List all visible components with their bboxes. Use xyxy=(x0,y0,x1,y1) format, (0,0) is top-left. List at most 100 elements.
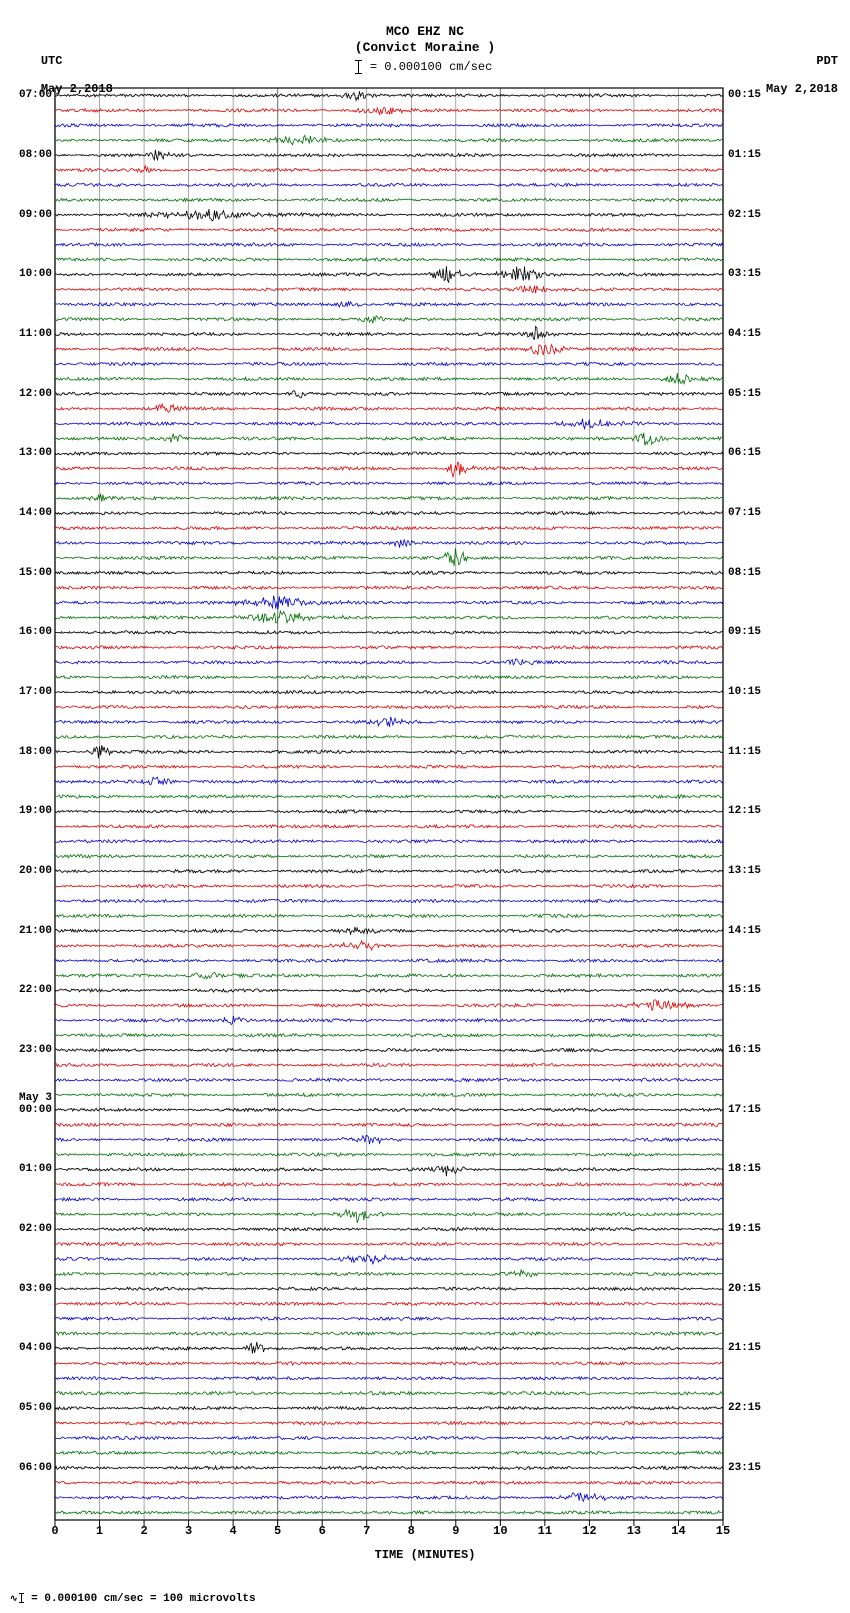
utc-hour-label: 03:00 xyxy=(12,1283,52,1295)
seismic-trace xyxy=(55,1342,723,1354)
seismic-trace xyxy=(55,326,723,339)
pdt-hour-label: 23:15 xyxy=(728,1462,761,1474)
x-tick: 10 xyxy=(485,1524,515,1538)
pdt-hour-label: 02:15 xyxy=(728,209,761,221)
station-location: (Convict Moraine ) xyxy=(0,40,850,56)
seismic-trace xyxy=(55,404,723,412)
seismic-trace xyxy=(55,135,723,144)
utc-hour-label: 05:00 xyxy=(12,1402,52,1414)
pdt-hour-label: 00:15 xyxy=(728,89,761,101)
seismic-trace xyxy=(55,705,723,708)
seismic-trace xyxy=(55,795,723,798)
utc-hour-label: 23:00 xyxy=(12,1044,52,1056)
x-tick: 0 xyxy=(40,1524,70,1538)
x-tick: 2 xyxy=(129,1524,159,1538)
seismic-trace xyxy=(55,150,723,160)
seismic-trace xyxy=(55,1392,723,1395)
seismic-trace xyxy=(55,1166,723,1176)
seismic-trace xyxy=(55,611,723,623)
seismic-trace xyxy=(55,1269,723,1277)
utc-hour-label: 15:00 xyxy=(12,567,52,579)
seismic-trace xyxy=(55,1317,723,1320)
seismic-trace xyxy=(55,1198,723,1201)
seismic-trace xyxy=(55,972,723,978)
seismic-trace xyxy=(55,391,723,398)
amplitude-scale-legend: = 0.000100 cm/sec xyxy=(0,60,850,74)
seismic-trace xyxy=(55,586,723,589)
seismic-trace xyxy=(55,1255,723,1264)
x-tick: 4 xyxy=(218,1524,248,1538)
seismic-trace xyxy=(55,596,723,610)
seismic-trace xyxy=(55,1377,723,1380)
seismic-trace xyxy=(55,1093,723,1096)
seismic-trace xyxy=(55,1242,723,1245)
utc-hour-label: 13:00 xyxy=(12,447,52,459)
seismic-trace xyxy=(55,548,723,566)
utc-hour-label: 07:00 xyxy=(12,89,52,101)
pdt-hour-label: 12:15 xyxy=(728,805,761,817)
pdt-hour-label: 14:15 xyxy=(728,925,761,937)
pdt-hour-label: 18:15 xyxy=(728,1163,761,1175)
seismic-trace xyxy=(55,1034,723,1037)
pdt-hour-label: 20:15 xyxy=(728,1283,761,1295)
pdt-hour-label: 16:15 xyxy=(728,1044,761,1056)
utc-hour-label: 11:00 xyxy=(12,328,52,340)
seismic-trace xyxy=(55,302,723,307)
x-tick: 5 xyxy=(263,1524,293,1538)
pdt-hour-label: 22:15 xyxy=(728,1402,761,1414)
scale-bar-icon xyxy=(358,60,359,74)
seismic-trace xyxy=(55,1362,723,1365)
seismogram-svg xyxy=(55,88,723,1520)
seismic-trace xyxy=(55,1210,723,1223)
seismic-trace xyxy=(55,884,723,887)
seismic-trace xyxy=(55,198,723,201)
seismic-trace xyxy=(55,258,723,261)
seismic-trace xyxy=(55,1078,723,1081)
scale-text: = 0.000100 cm/sec xyxy=(370,60,492,74)
seismic-trace xyxy=(55,286,723,294)
utc-hour-label: 01:00 xyxy=(12,1163,52,1175)
pdt-hour-label: 06:15 xyxy=(728,447,761,459)
x-tick: 7 xyxy=(352,1524,382,1538)
seismic-trace xyxy=(55,1493,723,1502)
seismogram-figure: MCO EHZ NC (Convict Moraine ) = 0.000100… xyxy=(0,0,850,1613)
seismic-trace xyxy=(55,1436,723,1439)
seismic-trace xyxy=(55,840,723,843)
footer-scale: ∿ = 0.000100 cm/sec = 100 microvolts xyxy=(10,1593,256,1605)
pdt-hour-label: 10:15 xyxy=(728,686,761,698)
seismic-trace xyxy=(55,659,723,665)
seismic-trace xyxy=(55,1302,723,1305)
pdt-hour-label: 17:15 xyxy=(728,1104,761,1116)
seismic-trace xyxy=(55,362,723,365)
utc-hour-label: 21:00 xyxy=(12,925,52,937)
x-axis-title: TIME (MINUTES) xyxy=(0,1548,850,1562)
seismic-trace xyxy=(55,419,723,429)
pdt-hour-label: 01:15 xyxy=(728,149,761,161)
utc-hour-label: 10:00 xyxy=(12,268,52,280)
utc-hour-label: May 300:00 xyxy=(12,1092,52,1116)
seismic-trace xyxy=(55,717,723,727)
pdt-hour-label: 13:15 xyxy=(728,865,761,877)
station-code: MCO EHZ NC xyxy=(0,24,850,40)
seismic-trace xyxy=(55,855,723,858)
utc-hour-label: 02:00 xyxy=(12,1223,52,1235)
utc-hour-label: 09:00 xyxy=(12,209,52,221)
seismic-trace xyxy=(55,316,723,324)
seismic-trace xyxy=(55,345,723,355)
x-tick: 11 xyxy=(530,1524,560,1538)
footer-scale-bar-icon xyxy=(21,1593,22,1603)
seismic-trace xyxy=(55,540,723,548)
utc-hour-label: 18:00 xyxy=(12,746,52,758)
pdt-hour-label: 15:15 xyxy=(728,984,761,996)
seismic-trace xyxy=(55,166,723,173)
x-tick: 14 xyxy=(663,1524,693,1538)
seismic-trace xyxy=(55,1183,723,1186)
pdt-hour-label: 03:15 xyxy=(728,268,761,280)
pdt-hour-label: 04:15 xyxy=(728,328,761,340)
seismic-trace xyxy=(55,765,723,768)
seismic-trace xyxy=(55,899,723,902)
utc-hour-label: 20:00 xyxy=(12,865,52,877)
utc-hour-label: 08:00 xyxy=(12,149,52,161)
station-title: MCO EHZ NC (Convict Moraine ) xyxy=(0,24,850,56)
seismic-trace xyxy=(55,1451,723,1454)
